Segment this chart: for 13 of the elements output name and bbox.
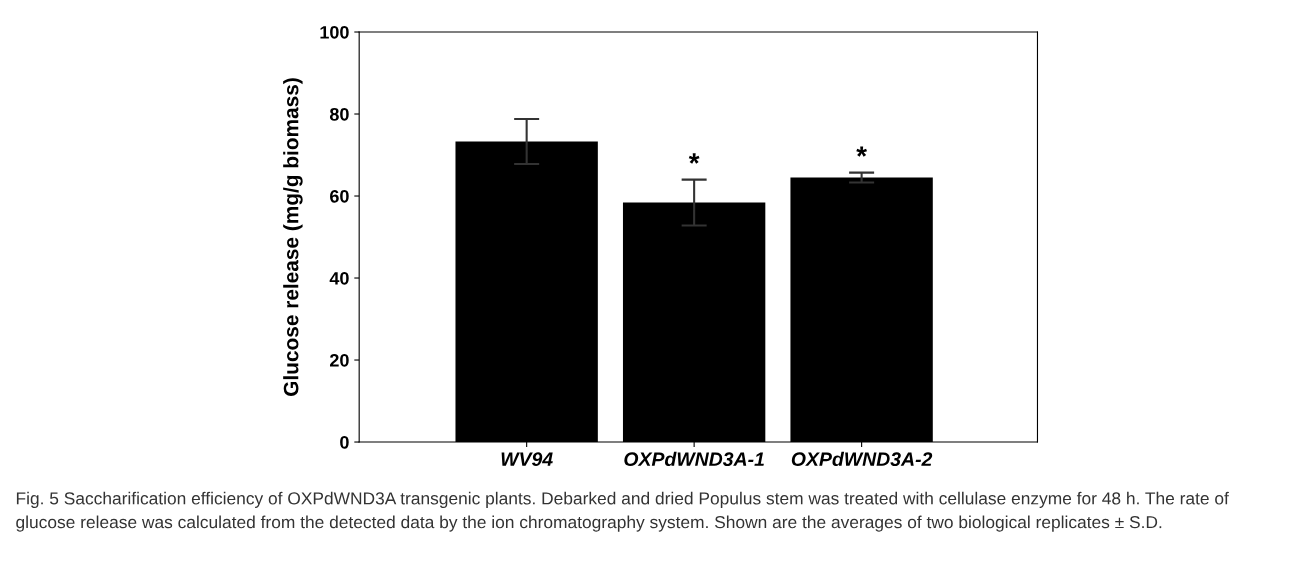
- y-tick-label: 80: [329, 107, 349, 121]
- annotation: *: [856, 146, 867, 157]
- y-tick-label: 0: [340, 435, 349, 449]
- y-tick-label: 40: [329, 271, 349, 285]
- x-tick-label: WV94: [501, 452, 553, 467]
- x-tick-label: OXPdWND3A-2: [791, 451, 933, 467]
- caption: Fig. 5 Saccharification efficiency of OXPdWND3A transgenic plants. Debarked and dried Populus stem was treated with cellulase enzyme for 48 h. The rate of glucose release was calculated from the detected data by the ion chromatography system. Shown are the averages of two biological replicates ± S.D.: [16, 491, 1229, 532]
- y-tick-label: 60: [330, 189, 349, 203]
- y-tick-label: 20: [330, 353, 349, 367]
- y-tick-label: 100: [320, 25, 349, 39]
- y-axis-title: Glucose release (mg/g biomass): [283, 78, 303, 396]
- annotation: *: [688, 153, 700, 164]
- x-tick-label: OXPdWND3A-1: [624, 451, 764, 467]
